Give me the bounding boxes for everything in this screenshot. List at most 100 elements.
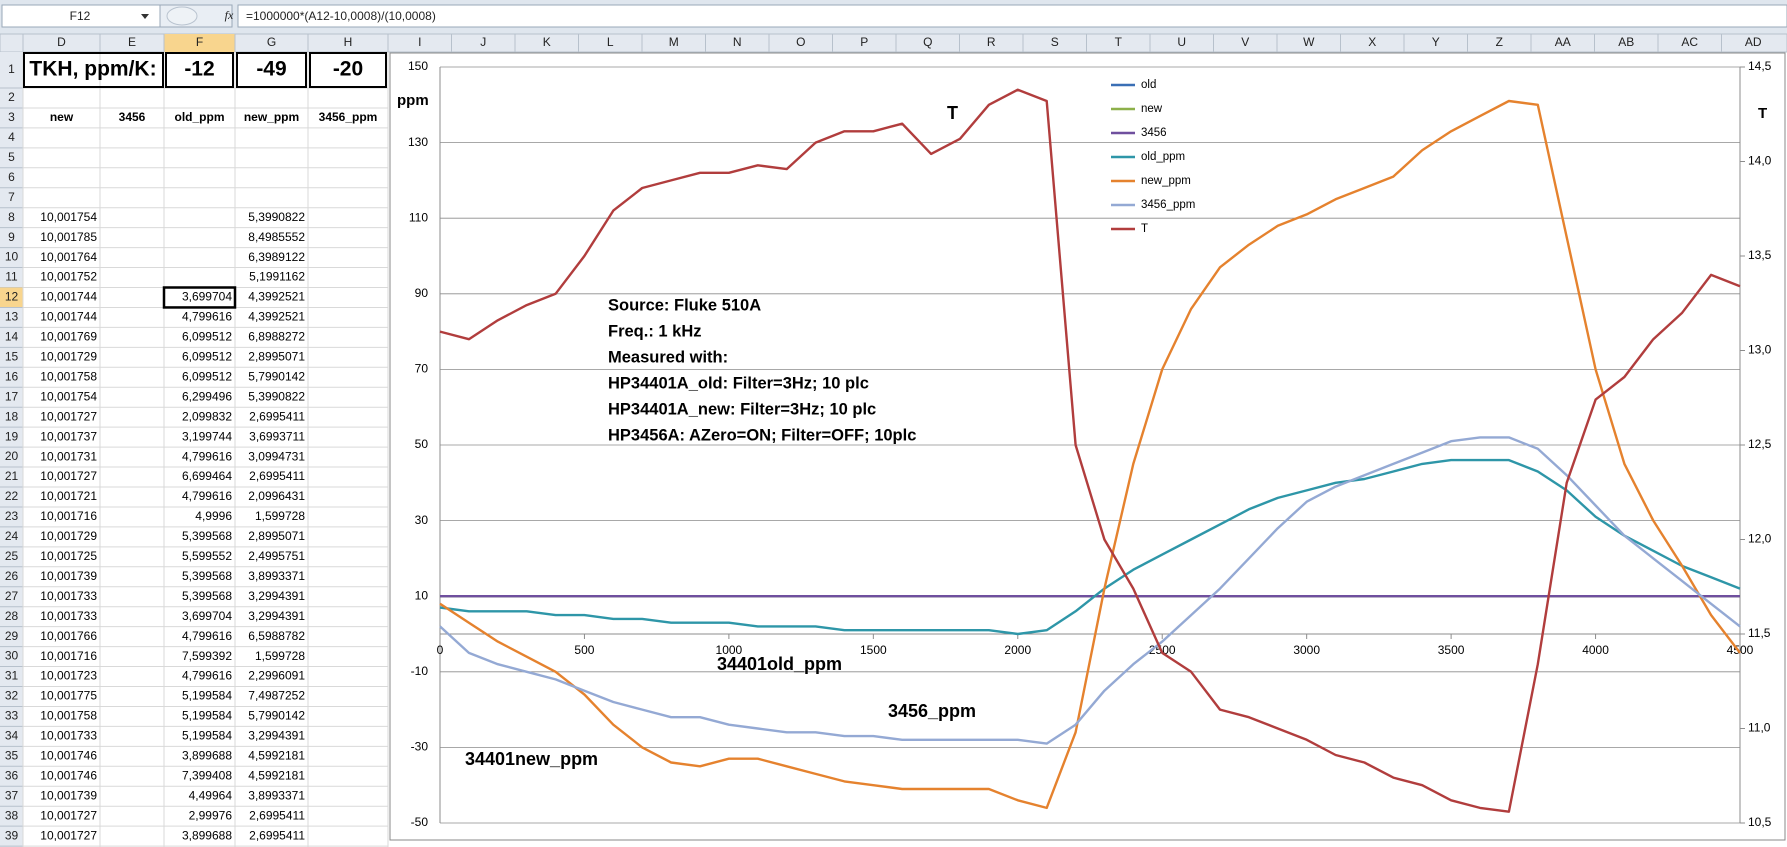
cell-value: 6,5988782 <box>248 629 305 643</box>
name-box-dropdown[interactable] <box>141 14 149 19</box>
row-header: 22 <box>5 489 19 503</box>
legend-label: 3456 <box>1141 127 1167 139</box>
column-header: Z <box>1496 35 1503 49</box>
row-header: 24 <box>5 529 19 543</box>
column-header: D <box>57 35 66 49</box>
cell-value: 10,001744 <box>40 290 97 304</box>
cell-value: 10,001729 <box>40 529 97 543</box>
row-header: 25 <box>5 549 19 563</box>
row-header: 10 <box>5 250 19 264</box>
note-line: Source: Fluke 510A <box>608 296 761 314</box>
bar-handle[interactable] <box>166 6 198 26</box>
row-header: 23 <box>5 509 19 523</box>
column-header: W <box>1303 35 1315 49</box>
row-header: 21 <box>5 469 19 483</box>
cell-value: 6,099512 <box>182 369 232 383</box>
row-header: 14 <box>5 330 19 344</box>
y-tick-label: 110 <box>409 210 428 224</box>
row-header: 16 <box>5 369 19 383</box>
column-header: O <box>796 35 805 49</box>
y-tick-label: 130 <box>408 135 428 149</box>
cell-value: 10,001754 <box>40 210 97 224</box>
legend-label: old_ppm <box>1141 151 1185 163</box>
column-header: H <box>344 35 353 49</box>
note-line: HP3456A: AZero=ON; Filter=OFF; 10plc <box>608 426 916 444</box>
fx-button[interactable]: fx <box>225 8 234 22</box>
cell-value: 2,99976 <box>189 808 233 822</box>
cell-value: 3,899688 <box>182 828 232 842</box>
cell-value: 10,001739 <box>40 569 97 583</box>
x-tick-label: 3500 <box>1438 643 1465 657</box>
legend-label: 3456_ppm <box>1141 199 1195 211</box>
note-line: HP34401A_old: Filter=3Hz; 10 plc <box>608 374 869 392</box>
y2-tick-label: 14,0 <box>1748 154 1772 168</box>
row-header: 4 <box>8 130 15 144</box>
cell-value: 4,799616 <box>182 449 232 463</box>
column-header: V <box>1241 35 1249 49</box>
cell-value: 6,3989122 <box>248 250 305 264</box>
cell-value: 5,7990142 <box>248 369 305 383</box>
cell-value: 5,1991162 <box>249 270 305 284</box>
column-header: AB <box>1618 35 1634 49</box>
column-title: new <box>50 110 74 124</box>
row-header: 33 <box>5 709 19 723</box>
cell-value: 3,6993711 <box>249 429 305 443</box>
cell-value: 10,001746 <box>40 768 97 782</box>
y2-axis-label: T <box>1758 105 1767 122</box>
cell-value: 1,599728 <box>255 509 305 523</box>
cell-value: 5,199584 <box>182 689 232 703</box>
cell-value: 2,6995411 <box>249 828 305 842</box>
cell-value: 5,3990822 <box>248 389 305 403</box>
column-title: 3456 <box>119 110 146 124</box>
formula-input[interactable] <box>237 4 1787 28</box>
cell-value: 10,001737 <box>40 429 97 443</box>
row-header: 17 <box>5 389 19 403</box>
row-header-bar <box>0 52 23 847</box>
row-header: 2 <box>8 90 15 104</box>
x-tick-label: 4500 <box>1727 643 1754 657</box>
column-header: AD <box>1745 35 1762 49</box>
annotation: 3456_ppm <box>888 701 976 721</box>
cell-value: 3,8993371 <box>248 788 305 802</box>
cell-value: 10,001775 <box>40 689 97 703</box>
cell-value: 4,799616 <box>182 489 232 503</box>
y-tick-label: 150 <box>408 59 428 73</box>
note-line: Freq.: 1 kHz <box>608 322 702 340</box>
cell-value: 10,001744 <box>40 310 97 324</box>
y-tick-label: 70 <box>415 362 429 376</box>
cell-value: 10,001721 <box>40 489 97 503</box>
legend-label: new <box>1141 103 1163 115</box>
column-header: R <box>987 35 996 49</box>
row-header: 11 <box>5 270 18 284</box>
row-header: 18 <box>5 409 19 423</box>
column-header: S <box>1051 35 1059 49</box>
column-header: T <box>1115 35 1123 49</box>
y-tick-label: -10 <box>411 664 429 678</box>
cell-value: 5,7990142 <box>248 709 305 723</box>
tkh-label: TKH, ppm/K: <box>29 58 156 81</box>
active-cell <box>162 286 237 309</box>
cell-value: 2,2996091 <box>248 669 305 683</box>
row-header: 32 <box>5 689 19 703</box>
y2-tick-label: 14,5 <box>1748 59 1772 73</box>
column-header: Q <box>923 35 932 49</box>
cell-value: 3,2994391 <box>248 589 305 603</box>
y-axis-label: ppm <box>397 92 429 109</box>
row-header: 29 <box>5 629 19 643</box>
y2-tick-label: 12,0 <box>1748 532 1772 546</box>
column-header: E <box>128 35 136 49</box>
row-header: 34 <box>5 729 19 743</box>
column-header: J <box>480 35 486 49</box>
cell-value: 3,899688 <box>182 749 232 763</box>
cell-value: 10,001758 <box>40 369 97 383</box>
cell-value: 10,001727 <box>40 828 97 842</box>
cell-value: 5,599552 <box>182 549 232 563</box>
cell-value: 7,599392 <box>182 649 232 663</box>
cell-value: 10,001727 <box>40 469 97 483</box>
row-header: 36 <box>5 768 19 782</box>
column-header-selected <box>164 34 235 52</box>
name-box-text: F12 <box>70 9 91 23</box>
cell-value: 10,001733 <box>40 589 97 603</box>
x-tick-label: 0 <box>437 643 444 657</box>
